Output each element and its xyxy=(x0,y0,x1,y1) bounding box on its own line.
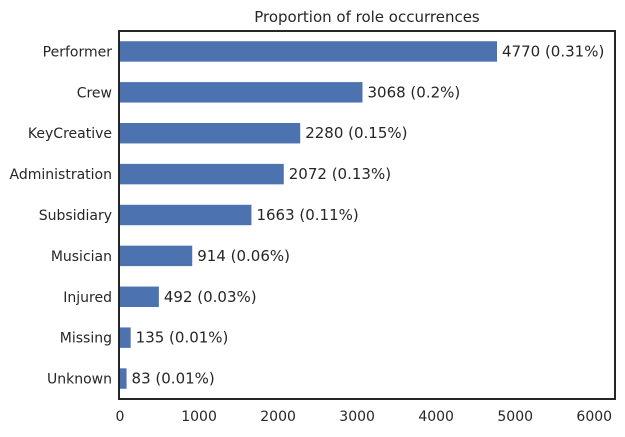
bar-musician xyxy=(120,245,193,267)
bar-keycreative xyxy=(120,123,301,144)
bar-value-label: 914 (0.06%) xyxy=(197,247,290,265)
x-tick-label: 3000 xyxy=(339,409,375,425)
bar-value-label: 2072 (0.13%) xyxy=(289,165,391,183)
bar-value-label: 492 (0.03%) xyxy=(164,288,257,306)
bar-value-label: 2280 (0.15%) xyxy=(305,124,407,142)
x-axis-ticks: 0 1000 2000 3000 4000 5000 6000 xyxy=(116,409,613,425)
bar-administration xyxy=(120,163,284,185)
y-tick-label: Unknown xyxy=(47,372,112,388)
bar-value-label: 83 (0.01%) xyxy=(132,370,215,388)
x-tick-label: 2000 xyxy=(260,409,296,425)
y-axis-ticks: Performer Crew KeyCreative Administration Su… xyxy=(10,44,113,387)
bar-value-label: 135 (0.01%) xyxy=(136,329,229,347)
plot-frame xyxy=(118,30,616,400)
x-tick-label: 1000 xyxy=(181,409,217,425)
bar-crew xyxy=(120,82,363,103)
bar-performer xyxy=(120,41,498,62)
chart-title: Proportion of role occurrences xyxy=(254,8,480,26)
x-tick-label: 5000 xyxy=(497,409,533,425)
y-tick-label: Injured xyxy=(63,290,112,306)
y-tick-label: Missing xyxy=(60,331,112,347)
bar-labels-group: 4770 (0.31%) 3068 (0.2%) 2280 (0.15%) 2072 … xyxy=(132,42,605,387)
x-tick-label: 0 xyxy=(116,409,125,425)
x-tick-label: 4000 xyxy=(418,409,454,425)
x-tick-label: 6000 xyxy=(576,409,612,425)
bar-value-label: 1663 (0.11%) xyxy=(256,206,358,224)
y-tick-label: Crew xyxy=(77,85,112,101)
bar-value-label: 3068 (0.2%) xyxy=(367,83,460,101)
bar-subsidiary xyxy=(120,204,252,226)
bar-unknown xyxy=(120,368,127,389)
y-tick-label: Subsidiary xyxy=(39,208,112,224)
y-tick-label: Administration xyxy=(10,167,112,183)
y-tick-label: KeyCreative xyxy=(28,126,112,142)
bar-injured xyxy=(120,286,159,307)
bar-missing xyxy=(120,327,131,348)
bar-value-label: 4770 (0.31%) xyxy=(502,42,604,60)
y-tick-label: Performer xyxy=(43,44,113,60)
bars-group xyxy=(120,41,498,389)
y-tick-label: Musician xyxy=(51,249,112,265)
